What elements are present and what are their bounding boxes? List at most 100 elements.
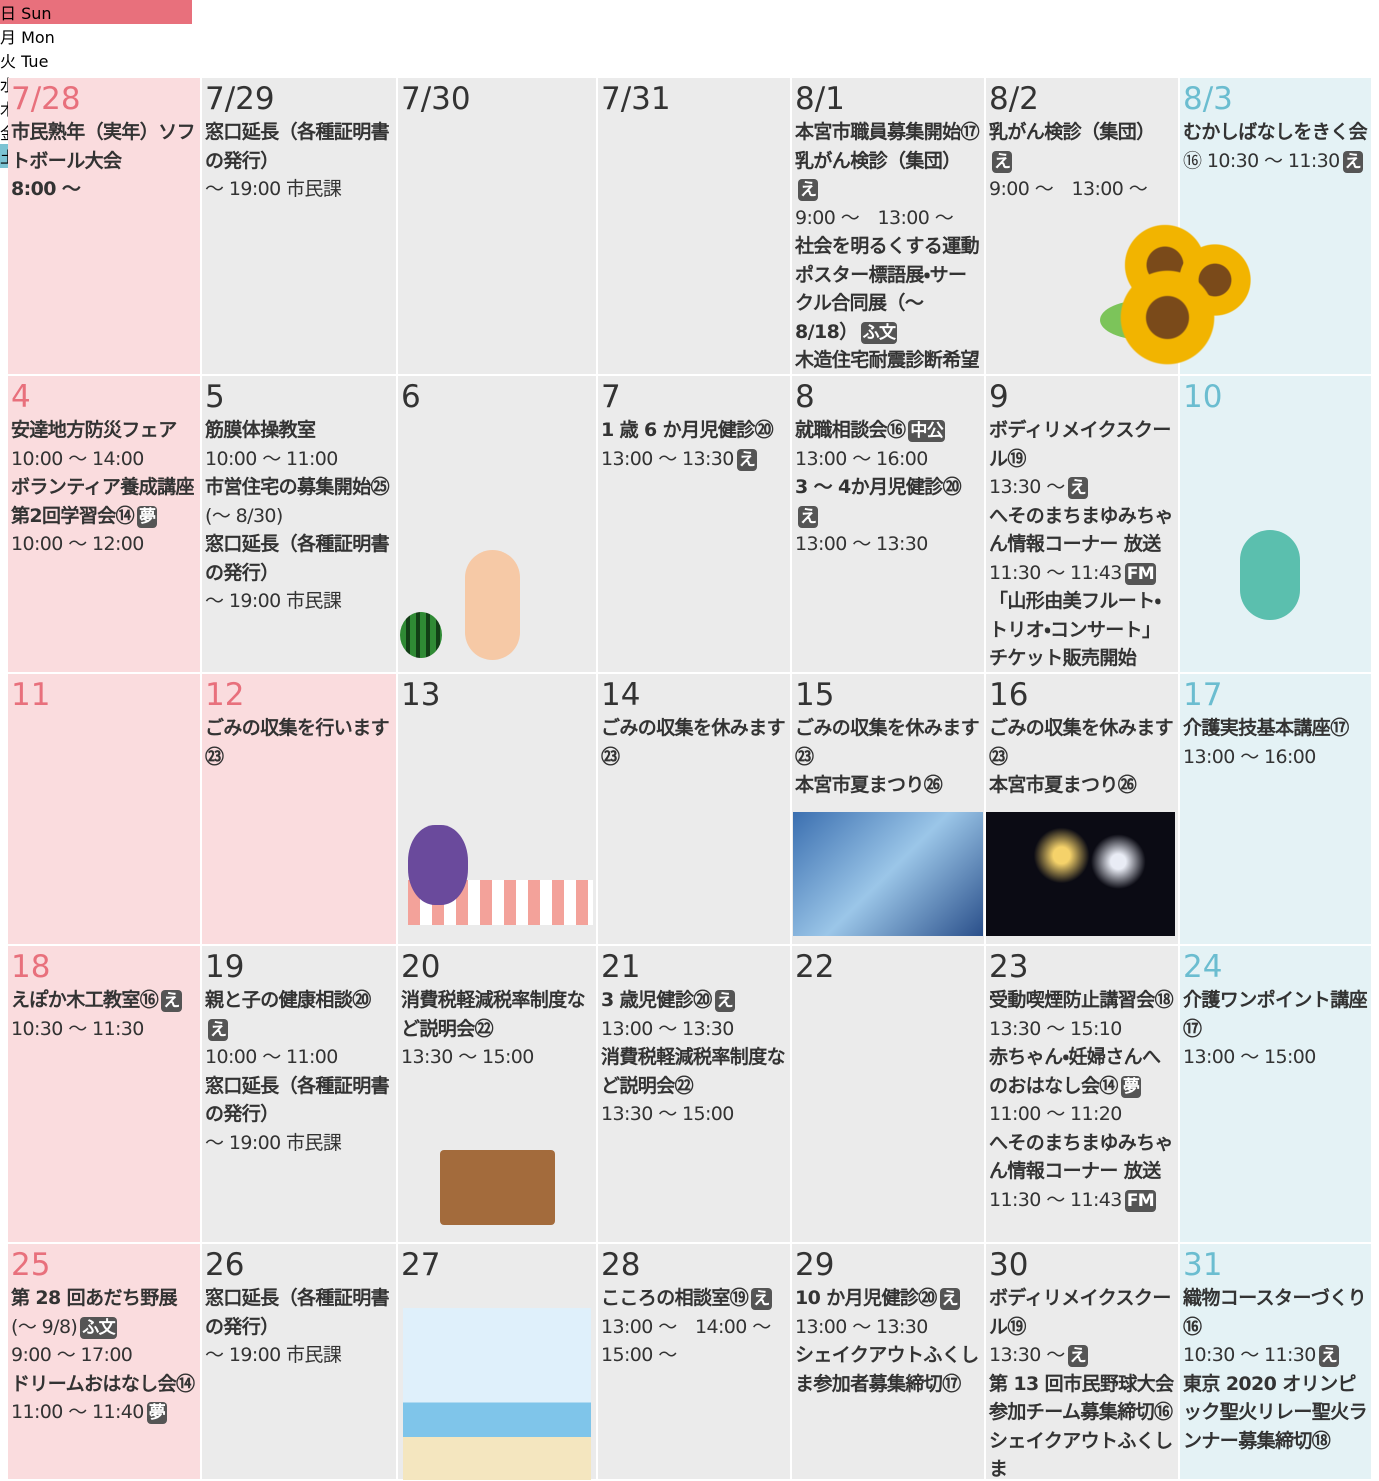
day-cell: 12 ごみの収集を行います㉓ [202, 674, 396, 944]
event-line: ボランティア養成講座第2回学習会⑭ 夢 [11, 473, 197, 530]
date: 19 [205, 949, 245, 985]
event-title: 3 歳児健診⑳ [601, 989, 712, 1011]
event-line: 第 13 回市民野球大会参加チーム募集締切⑯ [989, 1370, 1175, 1427]
badge: FM [1124, 562, 1157, 585]
badge: 夢 [137, 505, 158, 528]
event-line: ごみの収集を休みます㉓ [795, 714, 981, 771]
event-title: へそのまちまゆみちゃん情報コーナー 放送 [989, 504, 1174, 556]
event-line: 3 ～ 4か月児健診⑳ え [795, 473, 981, 530]
day-cell: 7/31 [598, 78, 790, 374]
day-cell: 7 1 歳 6 か月児健診⑳ 13:00 ～ 13:30 え [598, 376, 790, 672]
day-cell: 18 えぽか木工教室⑯ え 10:30 ～ 11:30 [8, 946, 200, 1242]
event-line: 窓口延長（各種証明書の発行） [205, 1284, 393, 1341]
badge: え [161, 990, 182, 1012]
date: 26 [205, 1247, 245, 1283]
event-time: 10:00 ～ 11:00 [205, 1046, 338, 1068]
event-time: 10:00 ～ 14:00 [11, 447, 144, 470]
day-cell: 30 ボディリメイクスクール⑲ 13:30 ～え第 13 回市民野球大会参加チーム募… [986, 1244, 1178, 1479]
day-cell: 31 織物コースターづくり⑯ 10:30 ～ 11:30 え東京 2020 オリンピッ… [1180, 1244, 1371, 1479]
day-header: 月 Mon [0, 28, 55, 47]
event-line: 10:00 ～ 12:00 [11, 530, 197, 559]
event-line: 11:30 ～ 11:43 FM [989, 559, 1175, 588]
day-cell: 20 消費税軽減税率制度など説明会㉒ 13:30 ～ 15:00 [398, 946, 596, 1242]
event-time: 13:00 ～ 13:30 [601, 1017, 734, 1040]
event-line: 13:00 ～ 16:00 [1183, 743, 1368, 772]
badge: え [714, 990, 736, 1012]
event-title: 市民熟年（実年）ソフトボール大会 [11, 121, 196, 172]
event-title: ボランティア養成講座第2回学習会⑭ [11, 476, 194, 527]
event-title: ごみの収集を休みます㉓ [601, 717, 786, 768]
bug-kid [1240, 530, 1300, 620]
study-kid [440, 1150, 555, 1225]
event-line: 乳がん検診（集団） え [989, 118, 1175, 175]
event-line: 13:00 ～ 14:00 ～ 15:00 ～ [601, 1313, 787, 1370]
badge: 夢 [1120, 1075, 1142, 1098]
event-line: 11:30 ～ 11:43 FM [989, 1186, 1175, 1215]
event-line: 9:00 ～ 17:00 [11, 1341, 197, 1370]
event-title: 8:00 ～ [11, 178, 81, 200]
event-title: ごみの収集を休みます㉓ [989, 717, 1174, 768]
event-line: 社会を明るくする運動ポスター標語展・サークル合同展（～ 8/18） ふ文 [795, 232, 981, 346]
date: 24 [1183, 949, 1223, 985]
event-title: こころの相談室⑲ [601, 1287, 749, 1309]
event-line: 13:30 ～え [989, 1341, 1175, 1370]
event-title: ボディリメイクスクール⑲ [989, 1287, 1171, 1338]
event-line: こころの相談室⑲ え [601, 1284, 787, 1313]
event-line: 介護実技基本講座⑰ [1183, 714, 1368, 743]
day-header: 火 Tue [0, 52, 49, 71]
event-line: 消費税軽減税率制度など説明会㉒ [401, 986, 593, 1043]
date: 12 [205, 677, 245, 713]
event-time: ～ 19:00 市民課 [205, 1131, 342, 1154]
day-cell: 14 ごみの収集を休みます㉓ [598, 674, 790, 944]
event-time: ⑯ 10:30 ～ 11:30 [1183, 149, 1340, 172]
date: 7/28 [11, 81, 81, 117]
date: 8/3 [1183, 81, 1233, 117]
badge: え [992, 150, 1013, 173]
event-line: 就職相談会⑯ 中公 [795, 416, 981, 445]
event-title: 安達地方防災フェア [11, 419, 177, 441]
event-line: 親と子の健康相談⑳ え [205, 986, 393, 1043]
event-line: 9:00 ～ 13:00 ～ [795, 204, 981, 233]
event-line: 窓口延長（各種証明書の発行） [205, 118, 393, 175]
day-cell: 24 介護ワンポイント講座⑰ 13:00 ～ 15:00 [1180, 946, 1371, 1242]
event-line: ～ 19:00 市民課 [205, 1129, 393, 1158]
date: 14 [601, 677, 641, 713]
event-time: 13:00 ～ 15:00 [1183, 1046, 1316, 1068]
date: 28 [601, 1247, 641, 1283]
event-time: 10:30 ～ 11:30 [11, 1017, 144, 1040]
date: 9 [989, 379, 1009, 415]
event-line: 赤ちゃん・妊婦さんへのおはなし会⑭ 夢 [989, 1043, 1175, 1100]
badge: ふ文 [80, 1316, 118, 1339]
event-line: 10:30 ～ 11:30 え [1183, 1341, 1368, 1370]
boy [465, 550, 520, 660]
event-time: 13:00 ～ 13:30 [795, 533, 928, 555]
event-line: 第 28 回あだち野展 [11, 1284, 197, 1313]
event-title: シェイクアウトふくしま参加者募集締切⑰ [795, 1344, 979, 1395]
badge: え [798, 505, 819, 528]
event-title: ドリームおはなし会⑭ [11, 1372, 195, 1395]
event-line: 乳がん検診（集団） え [795, 147, 981, 204]
date: 13 [401, 677, 441, 713]
event-title: 消費税軽減税率制度など説明会㉒ [401, 989, 586, 1040]
event-line: ～ 19:00 市民課 [205, 175, 393, 204]
watermelon [400, 612, 442, 658]
event-time: ～ 19:00 市民課 [205, 178, 342, 200]
day-cell: 8/1 本宮市職員募集開始⑰ 乳がん検診（集団） え 9:00 ～ 13:00 ～ 社会を… [792, 78, 984, 374]
event-time: 13:00 ～ 13:30 [601, 447, 734, 470]
event-title: へそのまちまゆみちゃん情報コーナー 放送 [989, 1131, 1174, 1183]
event-line: 11:00 ～ 11:40 夢 [11, 1398, 197, 1427]
badge: え [1067, 1345, 1089, 1367]
event-line: へそのまちまゆみちゃん情報コーナー 放送 [989, 502, 1175, 559]
event-title: 第 28 回あだち野展 [11, 1287, 178, 1309]
event-line: 受動喫煙防止講習会⑱ [989, 986, 1175, 1015]
badge: え [1318, 1345, 1340, 1367]
day-cell: 8 就職相談会⑯ 中公 13:00 ～ 16:00 3 ～ 4か月児健診⑳え 13:00 … [792, 376, 984, 672]
day-cell: 28 こころの相談室⑲ え 13:00 ～ 14:00 ～ 15:00 ～ [598, 1244, 790, 1479]
day-cell: 29 10 か月児健診⑳ え 13:00 ～ 13:30 シェイクアウトふくしま参加者募… [792, 1244, 984, 1479]
event-line: ごみの収集を行います㉓ [205, 714, 393, 771]
event-title: 筋膜体操教室 [205, 419, 316, 441]
event-line: 窓口延長（各種証明書の発行） [205, 1072, 393, 1129]
day-cell: 7/30 [398, 78, 596, 374]
day-cell: 22 [792, 946, 984, 1242]
